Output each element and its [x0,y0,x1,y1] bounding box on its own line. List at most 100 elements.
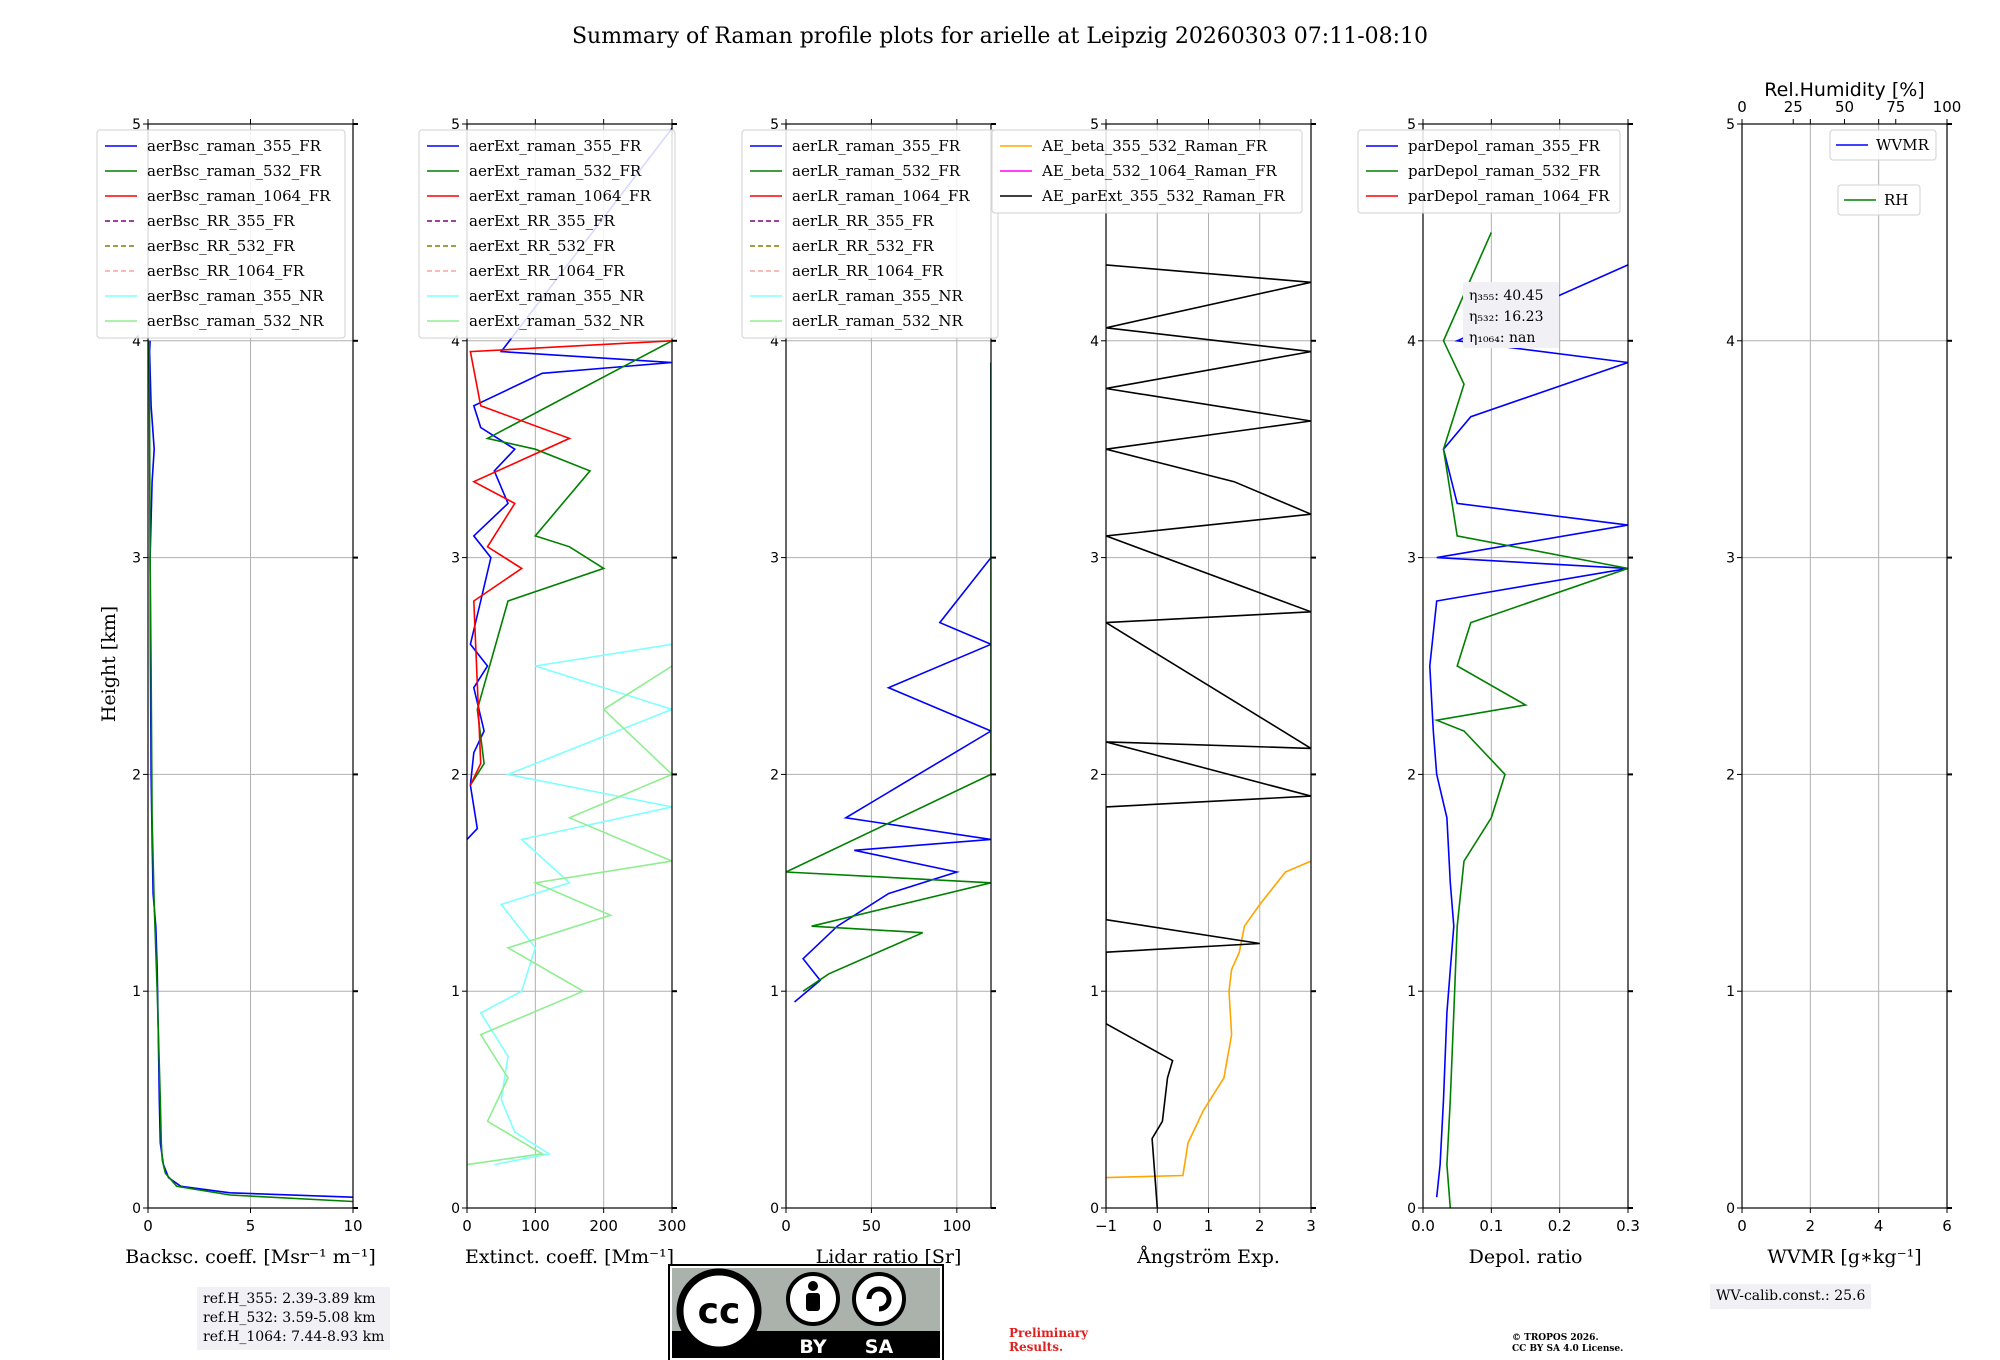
eta-annotation: η₅₃₂: 16.23 [1469,309,1543,325]
series-line-parDepol_raman_355_FR [1428,264,1628,1198]
y-tick-label: 1 [1726,984,1735,1000]
y-tick-label: 1 [770,984,779,1000]
legend-label: aerLR_raman_355_FR [792,137,961,155]
y-tick-label: 0 [1726,1201,1735,1217]
x2-tick-label: 75 [1886,98,1905,116]
series-line-aerExt_raman_532_FR [469,340,672,786]
reference-height-box: ref.H_355: 2.39-3.89 km ref.H_532: 3.59-… [197,1287,391,1350]
x-tick-label: 2 [1255,1217,1265,1235]
x2-axis-label: Rel.Humidity [%] [1764,79,1924,101]
preliminary-line-2: Results. [1009,1340,1064,1354]
copyright-note: © TROPOS 2026. CC BY SA 4.0 License. [1512,1333,1623,1355]
x-tick-label: 5 [246,1217,256,1235]
y-tick-label: 5 [1407,117,1416,133]
x2-tick-label: 0 [1737,98,1747,116]
ref-h-532: ref.H_532: 3.59-5.08 km [203,1310,376,1326]
person-head-icon [808,1281,818,1291]
legend-label: WVMR [1876,136,1930,154]
axes-frame [1422,123,1629,1209]
y-tick-label: 3 [1407,551,1416,567]
series-line-aerExt_raman_532_NR [467,665,672,1166]
y-tick-label: 2 [132,767,141,783]
y-tick-label: 2 [770,767,779,783]
x-tick-label: 0 [1152,1217,1162,1235]
series-line-parDepol_raman_532_FR [1433,232,1628,1208]
x-tick-label: 0 [1737,1217,1747,1235]
eta-annotation: η₁₀₆₄: nan [1469,330,1535,346]
legend-label: aerExt_raman_1064_FR [469,187,651,205]
preliminary-results-note: Preliminary Results. [1009,1326,1088,1354]
share-alike-icon [852,1272,906,1326]
preliminary-line-1: Preliminary [1009,1326,1089,1340]
x-tick-label: 0.2 [1548,1217,1572,1235]
legend-label: aerLR_raman_355_NR [792,287,963,305]
legend-label: aerExt_raman_355_FR [469,137,642,155]
axes-frame [466,123,673,1209]
legend-label: aerBsc_raman_532_FR [147,162,322,180]
eta-annotation: η₃₅₅: 40.45 [1469,288,1543,304]
x-tick-label: 100 [521,1217,550,1235]
x-tick-label: 0 [781,1217,791,1235]
x-tick-label: −1 [1095,1217,1117,1235]
x-axis-label: Extinct. coeff. [Mm⁻¹] [465,1246,674,1268]
x-tick-label: 50 [862,1217,881,1235]
legend-label: AE_beta_532_1064_Raman_FR [1041,162,1277,180]
x-tick-label: 6 [1942,1217,1952,1235]
legend-box [741,129,999,339]
copyright-line-2: CC BY SA 4.0 License. [1512,1344,1624,1354]
panel-lidar_ratio: 0 50 100 0 1 2 3 4 5 Lidar ratio [Sr] aerLR_raman_… [741,117,999,1268]
legend-label: aerBsc_raman_532_NR [147,312,324,330]
y-tick-label: 5 [1726,117,1735,133]
x-tick-label: 200 [589,1217,618,1235]
y-tick-label: 3 [770,551,779,567]
x-tick-label: 300 [658,1217,687,1235]
x-tick-label: 0.1 [1479,1217,1503,1235]
x-axis-label: Backsc. coeff. [Msr⁻¹ m⁻¹] [125,1246,376,1268]
y-tick-label: 5 [1090,117,1099,133]
y-tick-label: 2 [451,767,460,783]
by-label: BY [799,1336,826,1358]
y-tick-label: 2 [1090,767,1099,783]
legend-label: AE_beta_355_532_Raman_FR [1041,137,1268,155]
legend-label: parDepol_raman_355_FR [1408,137,1601,155]
legend-label: aerExt_raman_532_FR [469,162,642,180]
y-tick-label: 1 [1090,984,1099,1000]
y-axis-label: Height [km] [98,606,120,722]
legend-box [96,129,346,339]
y-tick-label: 3 [1726,551,1735,567]
legend-label: aerLR_RR_1064_FR [792,262,944,280]
legend-box [991,129,1303,214]
x-tick-label: 1 [1204,1217,1214,1235]
person-body-icon [806,1293,820,1311]
x-tick-label: 4 [1874,1217,1884,1235]
y-tick-label: 4 [451,334,460,350]
copyright-line-1: © TROPOS 2026. [1512,1333,1599,1343]
x2-tick-label: 100 [1933,98,1962,116]
x-tick-label: 0.0 [1411,1217,1435,1235]
cc-by-sa-badge: cc BY SA [668,1264,944,1360]
eta-annotation-box [1463,282,1559,348]
x-tick-label: 100 [943,1217,972,1235]
sa-label: SA [865,1336,894,1358]
legend-label: parDepol_raman_1064_FR [1408,187,1610,205]
y-tick-label: 2 [1726,767,1735,783]
panel-depolarization: 0.0 0.1 0.2 0.3 0 1 2 3 4 5 Depol. ratio parDepol_r… [1357,117,1640,1268]
y-tick-label: 1 [451,984,460,1000]
y-tick-label: 1 [132,984,141,1000]
x-axis-label: Lidar ratio [Sr] [816,1246,962,1268]
series-line-aerBsc_raman_532_FR [148,340,353,1203]
legend-label: aerBsc_RR_532_FR [147,237,295,255]
series-line-aerLR_raman_355_FR [793,362,991,1003]
cc-label: cc [698,1291,741,1332]
legend-box [1837,184,1921,216]
y-tick-label: 4 [1407,334,1416,350]
legend-label: aerLR_RR_355_FR [792,212,934,230]
y-tick-label: 4 [132,334,141,350]
share-alike-arrow-icon [866,1286,892,1312]
series-line-aerExt_raman_1064_FR [469,340,672,786]
y-tick-label: 0 [132,1201,141,1217]
figure-title: Summary of Raman profile plots for ariel… [572,24,1428,49]
wv-calib-const: WV-calib.const.: 25.6 [1716,1288,1866,1304]
